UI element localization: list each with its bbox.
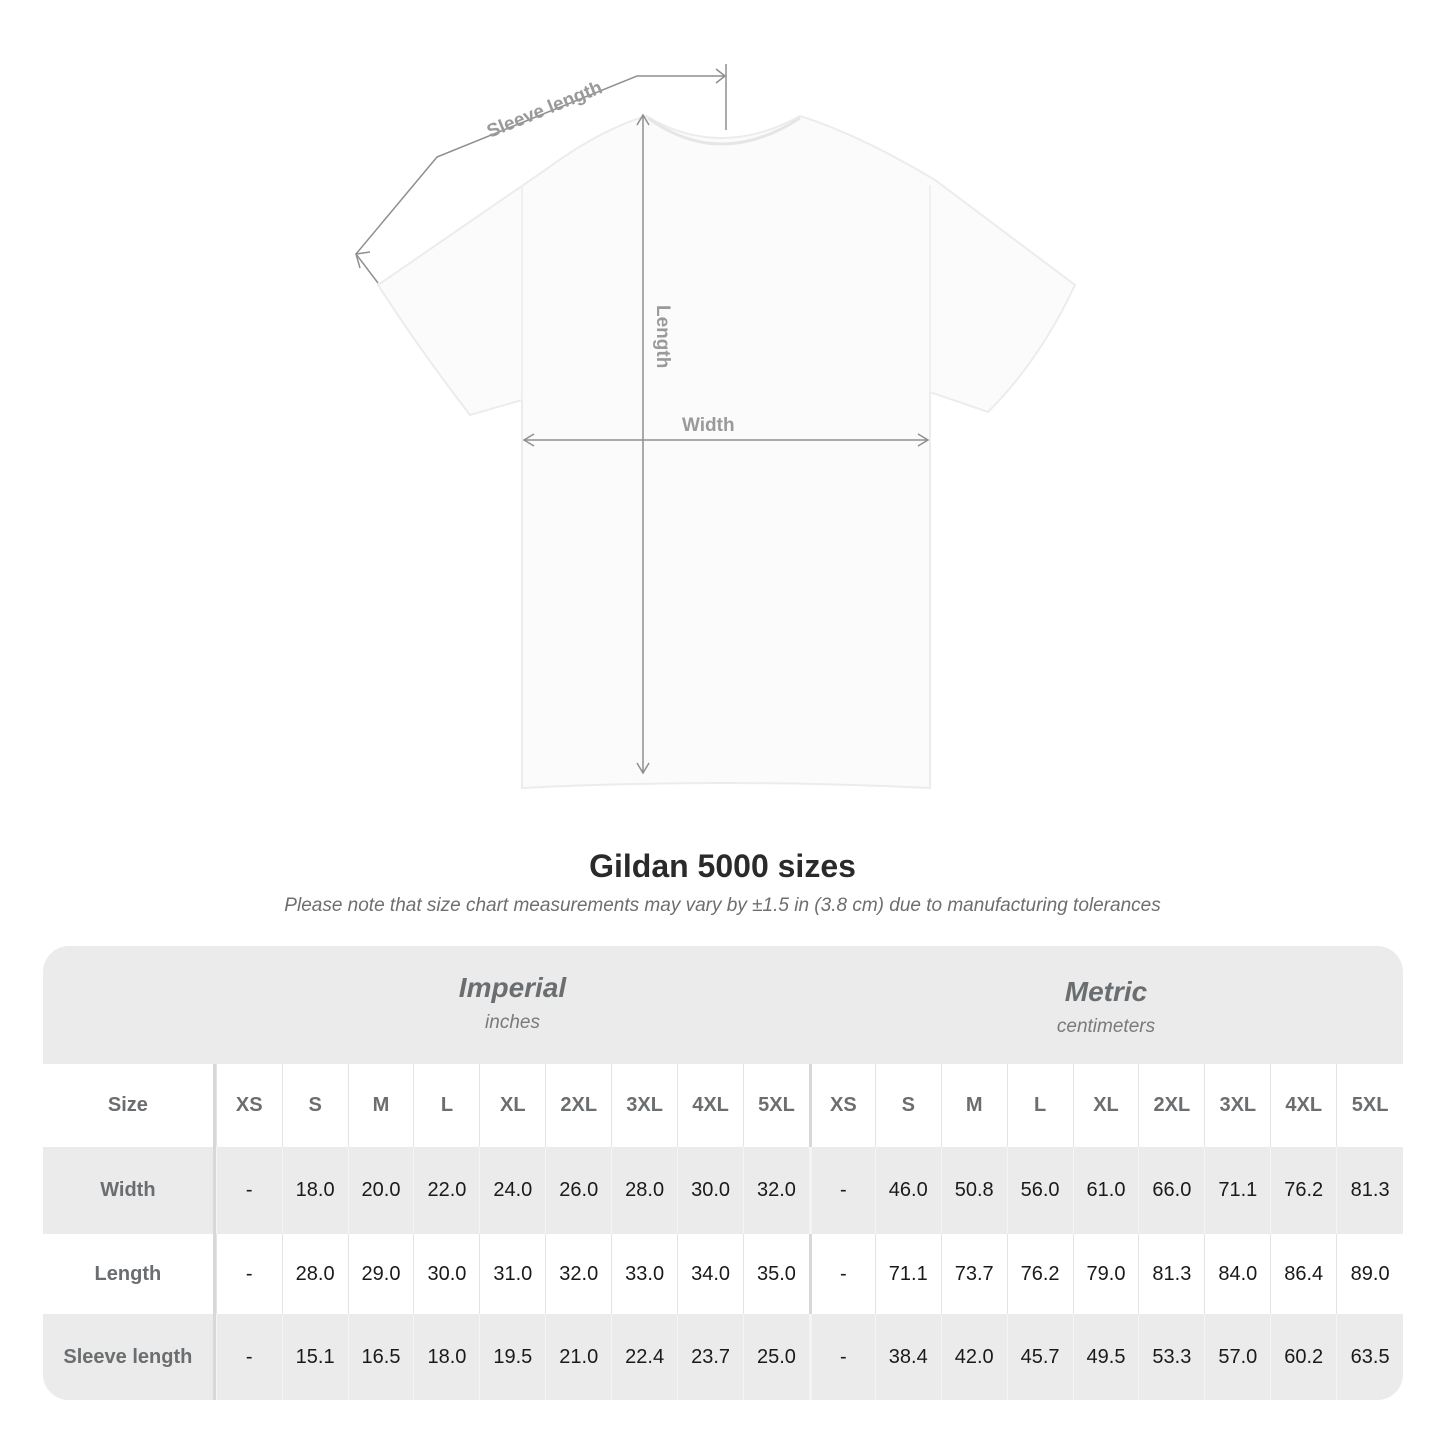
imperial-value-cell: 22.4 xyxy=(611,1314,677,1400)
imperial-value-cell: 29.0 xyxy=(347,1234,414,1314)
width-label: Width xyxy=(682,415,735,436)
row-label: Size xyxy=(43,1064,216,1147)
imperial-value-cell: 18.0 xyxy=(413,1314,479,1400)
metric-value-cell: 63.5 xyxy=(1336,1314,1403,1400)
length-measure xyxy=(636,113,650,775)
imperial-size-header: XS xyxy=(215,1064,282,1147)
metric-size-header: XL xyxy=(1072,1064,1139,1147)
metric-header: Metric centimeters xyxy=(809,946,1403,1094)
imperial-title: Imperial xyxy=(458,972,567,1003)
tshirt-diagram: Sleeve length Length Width xyxy=(355,64,1077,790)
metric-value-cell: 53.3 xyxy=(1138,1314,1204,1400)
metric-size-header: XS xyxy=(808,1064,875,1147)
metric-value-cell: 61.0 xyxy=(1072,1147,1139,1234)
metric-value-cell: 76.2 xyxy=(1270,1147,1336,1234)
size-table: Imperial inches Metric centimeters Size X… xyxy=(43,946,1403,1400)
metric-size-header: M xyxy=(940,1064,1007,1147)
imperial-value-cell: 30.0 xyxy=(677,1147,743,1234)
imperial-value-cell: 19.5 xyxy=(479,1314,545,1400)
metric-unit: centimeters xyxy=(1056,1016,1156,1037)
metric-value-cell: 73.7 xyxy=(940,1234,1007,1314)
metric-value-cell: 46.0 xyxy=(874,1147,941,1234)
row-label: Sleeve length xyxy=(43,1314,216,1400)
imperial-value-cell: 28.0 xyxy=(611,1147,677,1234)
imperial-size-header: XL xyxy=(479,1064,545,1147)
sleeve-length-measure xyxy=(355,64,727,284)
table-row-length: Length -28.0 29.0 30.0 31.0 32.0 33.0 34.0 35.0-… xyxy=(43,1234,1403,1314)
imperial-value-cell: 15.1 xyxy=(281,1314,348,1400)
metric-value-cell: 49.5 xyxy=(1072,1314,1139,1400)
imperial-value-cell: 23.7 xyxy=(677,1314,743,1400)
imperial-value-cell: - xyxy=(215,1147,282,1234)
imperial-unit: inches xyxy=(485,1012,540,1033)
imperial-value-cell: 26.0 xyxy=(545,1147,611,1234)
metric-size-header: 5XL xyxy=(1336,1064,1403,1147)
metric-value-cell: 89.0 xyxy=(1336,1234,1403,1314)
row-label: Width xyxy=(43,1147,216,1234)
metric-value-cell: 66.0 xyxy=(1138,1147,1204,1234)
tolerance-note: Please note that size chart measurements… xyxy=(284,895,1161,916)
metric-size-header: S xyxy=(874,1064,941,1147)
metric-size-header: 2XL xyxy=(1138,1064,1204,1147)
imperial-value-cell: 20.0 xyxy=(347,1147,414,1234)
metric-value-cell: 42.0 xyxy=(940,1314,1007,1400)
metric-value-cell: 38.4 xyxy=(874,1314,941,1400)
length-label: Length xyxy=(652,305,673,368)
imperial-value-cell: 32.0 xyxy=(743,1147,809,1234)
metric-size-header: 4XL xyxy=(1270,1064,1336,1147)
page-title: Gildan 5000 sizes xyxy=(589,848,856,884)
metric-size-header: 3XL xyxy=(1204,1064,1270,1147)
imperial-value-cell: 32.0 xyxy=(545,1234,611,1314)
imperial-value-cell: 25.0 xyxy=(743,1314,809,1400)
imperial-header: Imperial inches xyxy=(216,946,809,1090)
imperial-size-header: 3XL xyxy=(611,1064,677,1147)
imperial-size-header: 4XL xyxy=(677,1064,743,1147)
imperial-value-cell: 35.0 xyxy=(743,1234,809,1314)
row-label: Length xyxy=(43,1234,216,1314)
table-row-sleeve-length: Sleeve length -15.1 16.5 18.0 19.5 21.0 22.4 23… xyxy=(43,1314,1403,1400)
table-row-width: Width -18.0 20.0 22.0 24.0 26.0 28.0 30.0 32.0-4… xyxy=(43,1147,1403,1234)
imperial-size-header: 5XL xyxy=(743,1064,809,1147)
imperial-size-header: S xyxy=(281,1064,348,1147)
metric-value-cell: 57.0 xyxy=(1204,1314,1270,1400)
metric-value-cell: 81.3 xyxy=(1138,1234,1204,1314)
imperial-value-cell: 30.0 xyxy=(413,1234,479,1314)
metric-value-cell: 71.1 xyxy=(874,1234,941,1314)
imperial-value-cell: 24.0 xyxy=(479,1147,545,1234)
metric-value-cell: - xyxy=(808,1147,875,1234)
metric-value-cell: 45.7 xyxy=(1006,1314,1073,1400)
metric-value-cell: 60.2 xyxy=(1270,1314,1336,1400)
tshirt-image xyxy=(376,114,1077,790)
size-header-row: Size XS S M L XL 2XL 3XL 4XL 5XL XS S M L XL 2XL 3XL 4XL 5… xyxy=(43,1064,1403,1147)
imperial-value-cell: 28.0 xyxy=(281,1234,348,1314)
imperial-value-cell: 18.0 xyxy=(281,1147,348,1234)
metric-value-cell: - xyxy=(808,1314,875,1400)
imperial-value-cell: 33.0 xyxy=(611,1234,677,1314)
metric-value-cell: - xyxy=(808,1234,875,1314)
imperial-value-cell: 34.0 xyxy=(677,1234,743,1314)
metric-value-cell: 56.0 xyxy=(1006,1147,1073,1234)
metric-value-cell: 86.4 xyxy=(1270,1234,1336,1314)
imperial-size-header: M xyxy=(347,1064,414,1147)
metric-value-cell: 71.1 xyxy=(1204,1147,1270,1234)
metric-value-cell: 79.0 xyxy=(1072,1234,1139,1314)
imperial-value-cell: - xyxy=(215,1314,282,1400)
metric-size-header: L xyxy=(1006,1064,1073,1147)
imperial-value-cell: 31.0 xyxy=(479,1234,545,1314)
sleeve-length-label: Sleeve length xyxy=(484,77,605,142)
imperial-value-cell: 22.0 xyxy=(413,1147,479,1234)
metric-value-cell: 84.0 xyxy=(1204,1234,1270,1314)
metric-value-cell: 81.3 xyxy=(1336,1147,1403,1234)
metric-value-cell: 50.8 xyxy=(940,1147,1007,1234)
metric-title: Metric xyxy=(1064,976,1148,1007)
width-measure xyxy=(522,433,930,447)
imperial-value-cell: 21.0 xyxy=(545,1314,611,1400)
metric-value-cell: 76.2 xyxy=(1006,1234,1073,1314)
imperial-value-cell: 16.5 xyxy=(347,1314,414,1400)
imperial-size-header: L xyxy=(413,1064,479,1147)
imperial-size-header: 2XL xyxy=(545,1064,611,1147)
imperial-value-cell: - xyxy=(215,1234,282,1314)
